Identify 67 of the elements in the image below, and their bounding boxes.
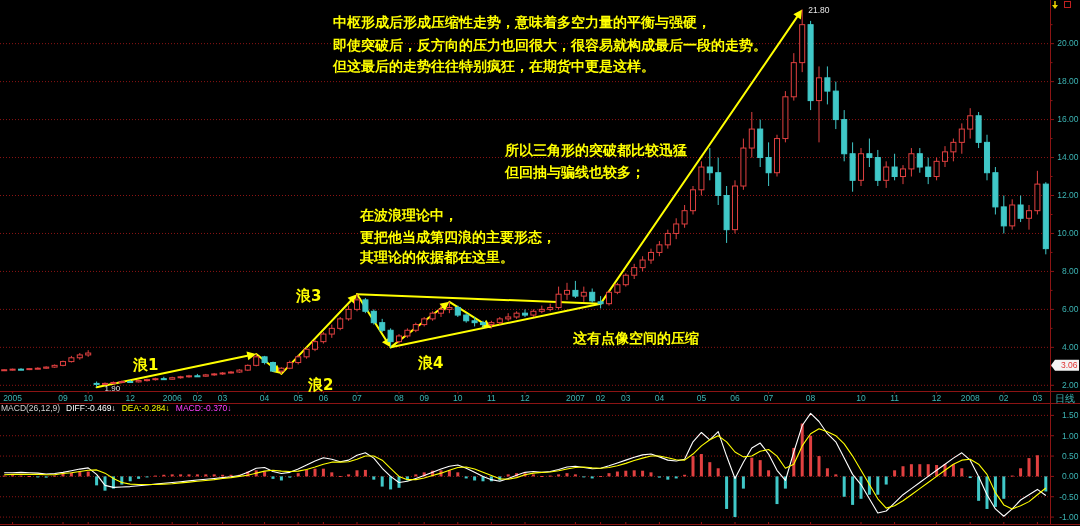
annotation: 更把他当成第四浪的主要形态， (360, 229, 556, 245)
y-tick-label: 20.00 (1057, 38, 1079, 49)
x-tick-label: 04 (654, 393, 665, 403)
x-tick-label: 02 (595, 393, 606, 403)
text: DEA:-0.284↓ (121, 403, 170, 413)
y-tick-label: 1.50 (1061, 410, 1079, 421)
text: 3.06 (1060, 360, 1078, 371)
text: 1.90 (104, 383, 121, 393)
x-tick-label: 2005 (3, 393, 23, 403)
annotation: 浪2 (307, 376, 334, 394)
x-tick-label: 11 (486, 393, 497, 403)
annotation: 浪1 (132, 356, 159, 374)
y-tick-label: 4.00 (1061, 342, 1079, 353)
x-tick-label: 06 (730, 393, 740, 403)
annotation: 中枢形成后形成压缩性走势，意味着多空力量的平衡与强硬， (333, 14, 711, 30)
annotation: 即使突破后，反方向的压力也回很大，很容易就构成最后一段的走势。 (333, 37, 767, 53)
y-tick-label: 10.00 (1057, 228, 1079, 239)
x-tick-label: 09 (419, 393, 430, 403)
x-tick-label: 06 (318, 393, 329, 403)
text: 日线 (1055, 392, 1075, 404)
annotation: 但这最后的走势往往特别疯狂，在期货中更是这样。 (332, 58, 655, 74)
x-tick-label: 11 (890, 393, 900, 403)
x-tick-label: 12 (125, 393, 136, 403)
y-tick-label: -0.50 (1059, 491, 1079, 502)
x-tick-label: 07 (763, 393, 774, 403)
annotation: 所以三角形的突破都比较迅猛 (504, 142, 687, 158)
annotation: 但回抽与骗线也较多； (504, 164, 645, 180)
x-tick-label: 12 (931, 393, 942, 403)
x-tick-label: 2008 (960, 393, 980, 403)
x-tick-label: 10 (453, 393, 463, 403)
x-tick-label: 02 (999, 393, 1009, 403)
annotation: 浪3 (295, 287, 322, 305)
y-tick-label: 0.00 (1061, 471, 1079, 482)
y-tick-label: 14.00 (1057, 152, 1079, 163)
annotation: 这有点像空间的压缩 (572, 330, 699, 346)
y-tick-label: 16.00 (1057, 114, 1079, 125)
text: 21.80 (808, 5, 830, 16)
annotation: MACD:-0.370↓ (175, 403, 232, 413)
x-tick-label: 04 (259, 393, 270, 403)
x-tick-label: 05 (696, 393, 707, 403)
x-tick-label: 10 (856, 393, 866, 403)
annotation: 浪4 (417, 354, 444, 372)
x-tick-label: 09 (58, 393, 68, 403)
text: DIFF:-0.469↓ (66, 403, 116, 413)
x-tick-label: 07 (352, 393, 362, 403)
annotation: 在波浪理论中， (359, 207, 458, 223)
y-tick-label: 6.00 (1061, 304, 1079, 315)
x-tick-label: 08 (394, 393, 404, 403)
y-tick-label: 18.00 (1057, 76, 1079, 87)
y-tick-label: 0.50 (1061, 450, 1079, 461)
y-tick-label: 1.00 (1061, 430, 1079, 441)
x-tick-label: 02 (192, 393, 203, 403)
annotation: 其理论的依据都在这里。 (359, 249, 514, 265)
x-tick-label: 03 (621, 393, 631, 403)
x-tick-label: 03 (217, 393, 228, 403)
x-tick-label: 05 (293, 393, 304, 403)
chart-title: MACD(26,12,9) (1, 403, 61, 413)
x-tick-label: 08 (805, 393, 816, 403)
y-tick-label: 8.00 (1061, 266, 1079, 277)
x-tick-label: 03 (1032, 393, 1043, 403)
x-tick-label: 12 (520, 393, 530, 403)
x-tick-label: 2007 (565, 393, 586, 403)
y-tick-label: 12.00 (1057, 190, 1079, 201)
y-tick-label: -1.00 (1059, 511, 1079, 522)
x-tick-label: 2006 (162, 393, 182, 403)
y-tick-label: 2.00 (1061, 380, 1079, 391)
x-tick-label: 10 (83, 393, 94, 403)
